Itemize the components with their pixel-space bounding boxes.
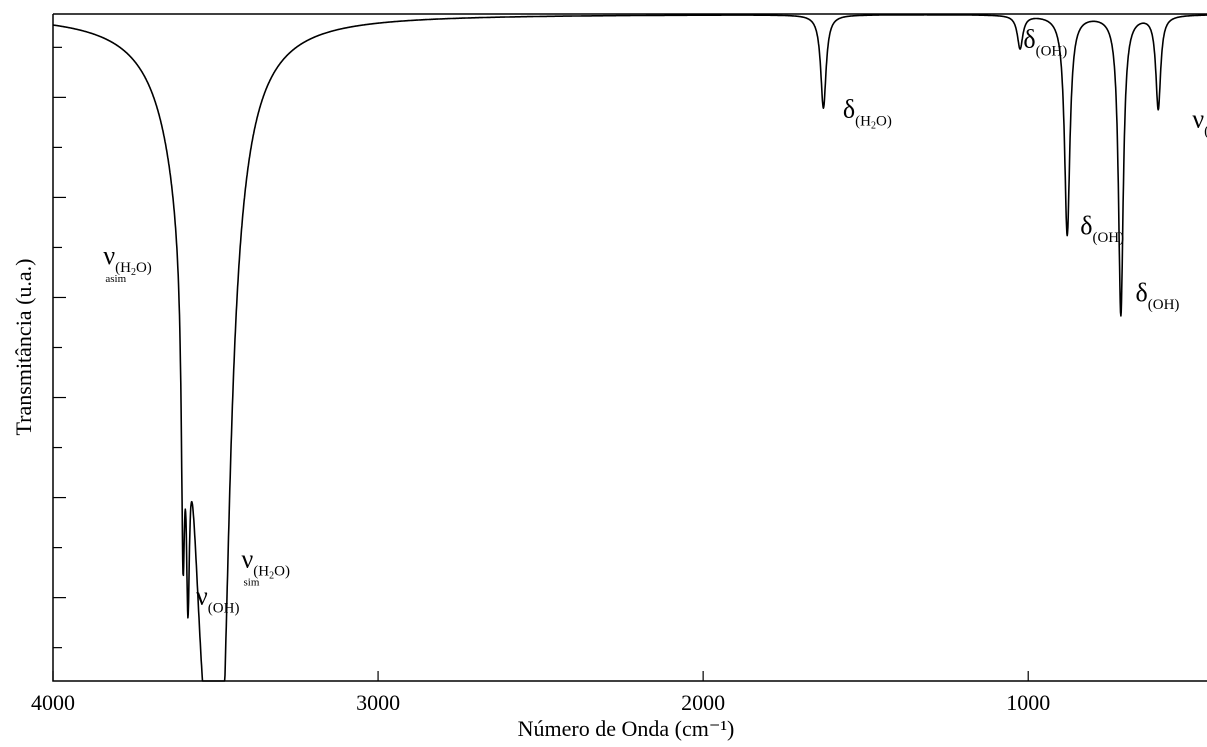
peak-subscript: (Zn-Cl [1204,123,1207,139]
peak-sublabel: asim [105,273,126,285]
x-tick-label: 3000 [356,690,400,715]
peak-symbol: δ [1135,278,1147,307]
peak-subscript: (OH) [1036,43,1068,59]
peak-symbol: ν [103,241,115,270]
axis-lines [52,13,1207,682]
peak-subscript: O) [136,260,152,276]
x-tick-label: 1000 [1006,690,1050,715]
peak-subscript: O) [274,564,290,580]
peak-label: δ(H2O) [843,94,892,131]
spectrum-line [52,14,1207,682]
peak-subscript: (OH) [208,600,240,616]
peak-subscript: O) [876,113,892,129]
peak-subscript: 2 [871,120,876,131]
peak-symbol: ν [242,545,254,574]
peak-label: δ(OH) [1135,278,1179,313]
peak-sublabel: sim [244,577,260,589]
x-tick-label: 4000 [31,690,75,715]
peak-annotations: ν(H2O)asimν(OH)ν(H2O)simδ(H2O)δ(OH)δ(OH)… [103,24,1207,616]
peak-subscript: (OH) [1092,230,1124,246]
y-axis-title: Transmitância (u.a.) [11,259,36,436]
axis-ticks: 4000 3000 2000 1000 [31,46,1050,715]
peak-subscript: (OH) [1148,297,1180,313]
peak-symbol: δ [843,94,855,123]
x-tick-label: 2000 [681,690,725,715]
peak-subscript: (H [115,260,131,276]
peak-symbol: δ [1080,211,1092,240]
peak-label: ν(H2O) [242,545,290,582]
peak-symbol: ν [1192,104,1204,133]
peak-subscript: 2 [269,571,274,582]
peak-subscript: 2 [131,267,136,278]
peak-label: δ(OH) [1080,211,1124,246]
peak-label: ν(Zn-Cl [1192,104,1207,139]
peak-subscript: (H [855,113,871,129]
peak-label: ν(OH) [196,581,239,616]
plot-frame [52,13,1207,682]
x-axis-title: Número de Onda (cm⁻¹) [518,716,735,741]
peak-label: ν(H2O) [103,241,151,278]
peak-label: δ(OH) [1023,24,1067,59]
peak-symbol: ν [196,581,208,610]
spectrum-layer [52,14,1207,682]
peak-subscript: (H [253,564,269,580]
peak-symbol: δ [1023,24,1035,53]
